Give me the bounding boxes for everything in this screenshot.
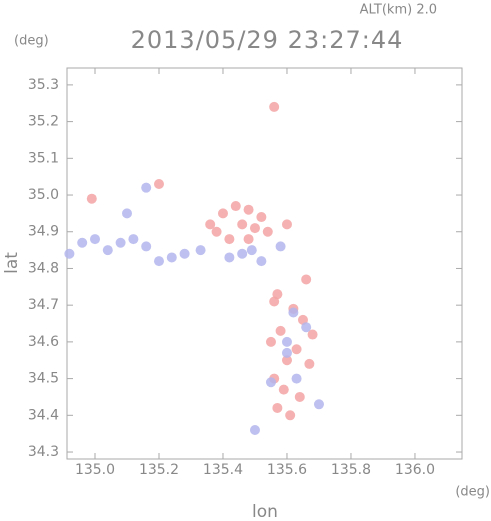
- data-point: [301, 274, 312, 285]
- y-tick-label: 34.7: [28, 297, 59, 313]
- data-point: [89, 234, 100, 245]
- data-point: [115, 237, 126, 248]
- data-point: [281, 355, 292, 366]
- data-point: [313, 399, 324, 410]
- data-point: [265, 377, 276, 388]
- y-tick-label: 34.6: [28, 334, 59, 350]
- data-point: [269, 296, 280, 307]
- data-point: [141, 182, 152, 193]
- y-tick-label: 35.2: [28, 114, 59, 130]
- data-point: [237, 219, 248, 230]
- data-point: [128, 234, 139, 245]
- data-point: [304, 358, 315, 369]
- data-point: [291, 344, 302, 355]
- data-point: [64, 248, 75, 259]
- data-point: [281, 336, 292, 347]
- data-point: [217, 208, 228, 219]
- y-tick-label: 34.3: [28, 444, 59, 460]
- data-point: [262, 226, 273, 237]
- data-point: [291, 373, 302, 384]
- data-point: [256, 256, 267, 267]
- chart-subtitle: ALT(km) 2.0: [360, 3, 437, 18]
- data-point: [224, 252, 235, 263]
- data-point: [275, 241, 286, 252]
- data-point: [102, 245, 113, 256]
- y-tick-label: 35.3: [28, 77, 59, 93]
- data-point: [281, 219, 292, 230]
- y-axis-label: lat: [2, 252, 22, 274]
- data-point: [237, 248, 248, 259]
- data-point: [281, 347, 292, 358]
- data-point: [243, 204, 254, 215]
- data-point: [249, 424, 260, 435]
- data-point: [265, 336, 276, 347]
- data-point: [179, 248, 190, 259]
- x-tick-label: 135.4: [203, 462, 243, 478]
- data-point: [288, 307, 299, 318]
- data-point: [230, 201, 241, 212]
- x-tick-label: 135.6: [267, 462, 307, 478]
- y-unit: (deg): [14, 34, 49, 49]
- chart-title: 2013/05/29 23:27:44: [131, 26, 404, 54]
- data-point: [246, 245, 257, 256]
- y-tick-label: 34.5: [28, 371, 59, 387]
- x-tick-label: 135.8: [331, 462, 371, 478]
- x-tick-label: 136.0: [395, 462, 435, 478]
- data-point: [166, 252, 177, 263]
- data-point: [205, 219, 216, 230]
- data-point: [269, 101, 280, 112]
- y-tick-label: 34.8: [28, 260, 59, 276]
- data-point: [278, 384, 289, 395]
- data-point: [121, 208, 132, 219]
- data-point: [275, 325, 286, 336]
- data-point: [153, 256, 164, 267]
- data-point: [243, 234, 254, 245]
- data-point: [195, 245, 206, 256]
- data-point: [301, 322, 312, 333]
- plot-frame: [66, 67, 463, 460]
- x-tick-label: 135.0: [75, 462, 115, 478]
- x-unit: (deg): [455, 485, 490, 500]
- data-point: [141, 241, 152, 252]
- y-tick-label: 35.0: [28, 187, 59, 203]
- data-point: [256, 212, 267, 223]
- y-tick-label: 35.1: [28, 150, 59, 166]
- data-point: [86, 193, 97, 204]
- data-point: [307, 329, 318, 340]
- data-point: [294, 391, 305, 402]
- data-point: [249, 223, 260, 234]
- y-tick-label: 34.4: [28, 407, 59, 423]
- x-axis-label: lon: [252, 502, 278, 521]
- x-tick-label: 135.2: [139, 462, 179, 478]
- data-point: [211, 226, 222, 237]
- y-tick-label: 34.9: [28, 224, 59, 240]
- data-point: [153, 179, 164, 190]
- data-point: [77, 237, 88, 248]
- data-point: [224, 234, 235, 245]
- data-point: [272, 402, 283, 413]
- data-point: [285, 410, 296, 421]
